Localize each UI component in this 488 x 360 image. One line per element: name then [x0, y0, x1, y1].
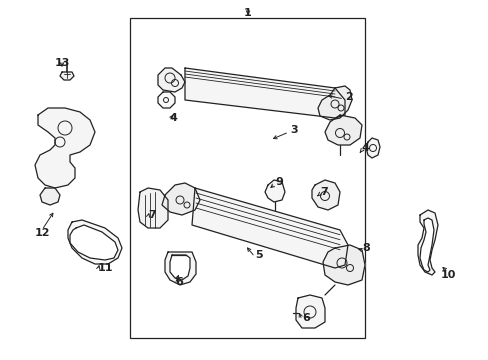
Polygon shape — [325, 115, 361, 145]
Polygon shape — [68, 220, 122, 264]
Polygon shape — [40, 188, 60, 205]
Polygon shape — [170, 255, 190, 280]
Polygon shape — [264, 180, 285, 202]
Polygon shape — [162, 183, 200, 215]
Polygon shape — [419, 218, 433, 272]
Text: 10: 10 — [439, 270, 455, 280]
Polygon shape — [417, 210, 437, 275]
Polygon shape — [164, 252, 196, 285]
Text: 6: 6 — [302, 313, 309, 323]
Text: 5: 5 — [254, 250, 262, 260]
Polygon shape — [70, 225, 118, 260]
Text: 8: 8 — [361, 243, 369, 253]
Polygon shape — [317, 86, 351, 120]
Polygon shape — [138, 188, 168, 228]
Text: 6: 6 — [175, 277, 183, 287]
Text: 2: 2 — [345, 92, 352, 102]
Polygon shape — [184, 68, 345, 118]
Text: 4: 4 — [170, 113, 178, 123]
Text: 4: 4 — [361, 143, 369, 153]
Polygon shape — [311, 180, 339, 210]
Text: 1: 1 — [244, 8, 251, 18]
Polygon shape — [35, 108, 95, 188]
Text: 7: 7 — [319, 187, 327, 197]
Text: 3: 3 — [289, 125, 297, 135]
Bar — [130, 18, 364, 338]
Polygon shape — [158, 68, 184, 92]
Text: 13: 13 — [54, 58, 70, 68]
Polygon shape — [192, 188, 347, 268]
Text: 9: 9 — [274, 177, 282, 187]
Polygon shape — [295, 295, 325, 328]
Polygon shape — [365, 138, 379, 158]
Text: 11: 11 — [98, 263, 113, 273]
Text: 12: 12 — [34, 228, 50, 238]
Polygon shape — [158, 92, 175, 108]
Polygon shape — [60, 72, 74, 80]
Text: 7: 7 — [148, 210, 156, 220]
Polygon shape — [323, 245, 364, 285]
